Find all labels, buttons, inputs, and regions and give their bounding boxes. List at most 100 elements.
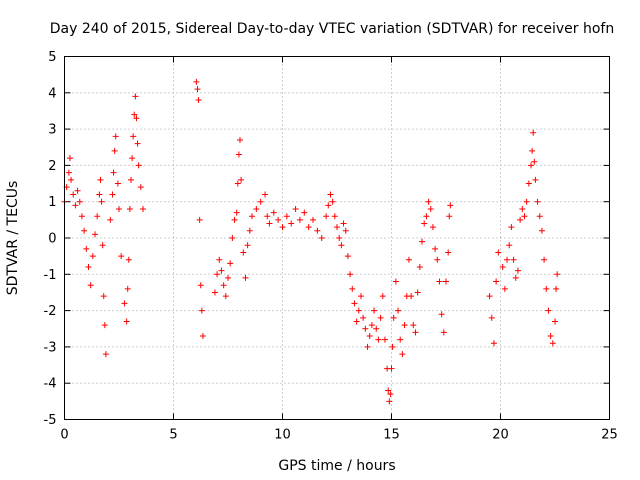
x-tick-label: 0 bbox=[60, 428, 68, 443]
data-point bbox=[445, 249, 452, 256]
data-point bbox=[405, 256, 412, 263]
data-point bbox=[266, 220, 273, 227]
data-point bbox=[133, 115, 140, 122]
data-point bbox=[114, 180, 121, 187]
data-point bbox=[525, 180, 532, 187]
data-point bbox=[305, 224, 312, 231]
plot-frame bbox=[64, 56, 610, 420]
data-point bbox=[318, 235, 325, 241]
data-point bbox=[70, 191, 77, 198]
data-point bbox=[248, 213, 255, 220]
data-point bbox=[283, 213, 290, 220]
y-tick-label: -5 bbox=[44, 413, 57, 428]
data-point bbox=[401, 322, 408, 329]
data-point bbox=[198, 307, 205, 314]
data-point bbox=[125, 256, 132, 263]
data-point bbox=[392, 278, 399, 285]
data-point bbox=[397, 336, 404, 343]
data-point bbox=[139, 205, 146, 212]
data-point bbox=[279, 224, 286, 231]
data-point bbox=[288, 220, 295, 227]
data-point bbox=[236, 136, 243, 143]
data-point bbox=[112, 133, 119, 140]
data-point bbox=[220, 282, 227, 289]
data-point bbox=[292, 205, 299, 212]
data-point bbox=[414, 289, 421, 296]
data-point bbox=[126, 205, 133, 212]
data-point bbox=[385, 387, 392, 394]
data-point bbox=[519, 205, 526, 212]
data-point bbox=[408, 293, 415, 300]
data-point bbox=[107, 216, 114, 223]
data-point bbox=[512, 274, 519, 281]
data-point bbox=[65, 169, 72, 176]
data-point bbox=[552, 318, 558, 325]
data-point bbox=[68, 176, 75, 183]
data-point bbox=[227, 260, 234, 267]
data-point bbox=[504, 256, 511, 263]
data-point bbox=[211, 289, 218, 296]
data-point bbox=[314, 227, 321, 234]
data-point bbox=[216, 256, 223, 263]
data-point bbox=[493, 278, 500, 285]
data-points bbox=[61, 78, 561, 405]
data-point bbox=[275, 216, 282, 223]
data-point bbox=[538, 227, 545, 234]
data-point bbox=[436, 278, 443, 285]
x-axis-label: GPS time / hours bbox=[278, 458, 395, 474]
data-point bbox=[490, 340, 497, 347]
data-point bbox=[97, 176, 104, 183]
data-point bbox=[100, 293, 107, 300]
data-point bbox=[87, 282, 94, 289]
data-point bbox=[74, 187, 81, 194]
data-point bbox=[529, 147, 536, 154]
data-point bbox=[338, 242, 345, 249]
data-point bbox=[545, 307, 552, 314]
data-point bbox=[375, 336, 382, 343]
data-point bbox=[553, 285, 560, 292]
x-axis-ticks: 0 5 10 15 20 25 bbox=[60, 56, 618, 443]
data-point bbox=[532, 176, 539, 183]
x-tick-label: 10 bbox=[274, 428, 291, 443]
data-point bbox=[340, 220, 347, 227]
y-tick-label: 4 bbox=[48, 86, 56, 101]
data-point bbox=[123, 318, 130, 325]
data-point bbox=[214, 271, 221, 278]
y-tick-label: 5 bbox=[48, 50, 56, 65]
data-point bbox=[85, 264, 92, 271]
data-point bbox=[364, 343, 371, 350]
data-point bbox=[72, 202, 79, 209]
data-point bbox=[196, 216, 203, 223]
data-point bbox=[368, 322, 375, 329]
data-point bbox=[521, 213, 528, 220]
data-point bbox=[427, 205, 434, 212]
data-point bbox=[99, 242, 106, 249]
data-point bbox=[246, 227, 253, 234]
data-point bbox=[425, 198, 432, 205]
data-point bbox=[528, 162, 535, 169]
data-point bbox=[132, 93, 139, 100]
data-point bbox=[334, 224, 340, 231]
data-point bbox=[218, 267, 225, 274]
data-point bbox=[399, 351, 406, 358]
data-point bbox=[440, 329, 447, 336]
data-point bbox=[488, 314, 495, 321]
data-point bbox=[238, 176, 245, 183]
data-point bbox=[416, 264, 423, 271]
data-point bbox=[549, 340, 556, 347]
data-point bbox=[301, 209, 308, 216]
y-tick-label: 2 bbox=[48, 159, 56, 174]
data-point bbox=[231, 216, 238, 223]
data-point bbox=[193, 78, 200, 85]
data-point bbox=[366, 333, 373, 340]
data-point bbox=[514, 267, 521, 274]
grid-lines bbox=[64, 56, 610, 420]
data-point bbox=[530, 129, 537, 136]
data-point bbox=[135, 162, 142, 169]
data-point bbox=[235, 151, 242, 158]
data-point bbox=[543, 285, 550, 292]
y-tick-label: -2 bbox=[44, 304, 57, 319]
data-point bbox=[199, 333, 206, 340]
data-point bbox=[534, 198, 541, 205]
data-point bbox=[325, 202, 332, 209]
